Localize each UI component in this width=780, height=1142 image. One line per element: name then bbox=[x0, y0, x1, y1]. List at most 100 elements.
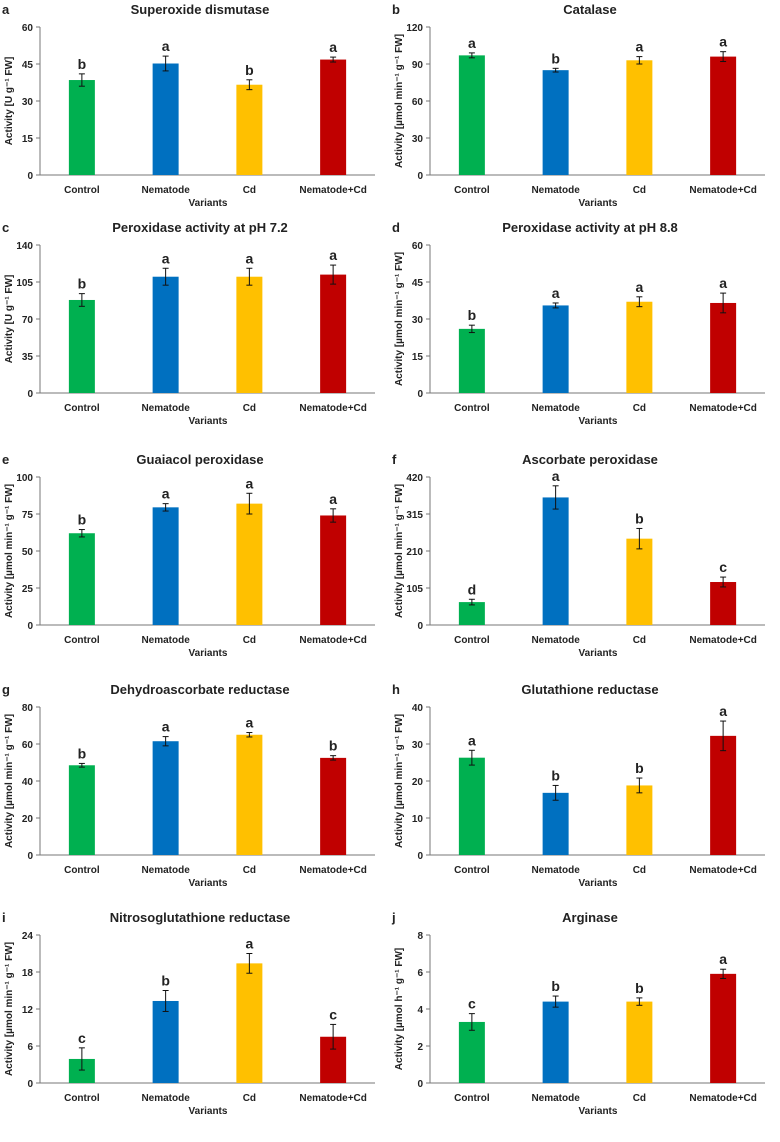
y-tick-label: 15 bbox=[412, 352, 424, 363]
bar bbox=[68, 80, 95, 175]
significance-letter: b bbox=[551, 50, 560, 66]
x-tick-label: Control bbox=[64, 865, 100, 876]
x-tick-label: Control bbox=[454, 865, 490, 876]
panel-c: c Peroxidase activity at pH 7.2 0 35 70 105 14… bbox=[0, 218, 390, 450]
panel-g: g Dehydroascorbate reductase 0 20 40 60 80 Acti… bbox=[0, 680, 390, 908]
significance-letter: a bbox=[162, 719, 170, 735]
x-axis-label: Variants bbox=[189, 648, 228, 659]
x-tick-label: Control bbox=[64, 403, 100, 414]
x-axis-label: Variants bbox=[189, 1106, 228, 1117]
panel-j: j Arginase 0 2 4 6 8 Activity [µmol h⁻¹ g⁻¹ FW]… bbox=[390, 908, 780, 1142]
bar bbox=[458, 757, 485, 855]
y-tick-label: 2 bbox=[417, 1042, 423, 1053]
panel-e: e Guaiacol peroxidase 0 25 50 75 100 Activity [… bbox=[0, 450, 390, 680]
bar bbox=[152, 741, 179, 855]
panel-a: a Superoxide dismutase 0 15 30 45 60 Activity [… bbox=[0, 0, 390, 218]
significance-letter: a bbox=[719, 951, 727, 967]
x-tick-label: Nematode bbox=[531, 403, 580, 414]
bar bbox=[320, 757, 347, 855]
y-tick-label: 4 bbox=[417, 1005, 423, 1016]
x-tick-label: Nematode bbox=[141, 635, 190, 646]
chart-title: Ascorbate peroxidase bbox=[522, 452, 658, 467]
x-tick-label: Nematode bbox=[531, 865, 580, 876]
bar bbox=[458, 602, 485, 625]
y-tick-label: 30 bbox=[412, 740, 424, 751]
y-tick-label: 20 bbox=[412, 777, 424, 788]
bar bbox=[542, 1001, 569, 1083]
x-tick-label: Cd bbox=[243, 403, 256, 414]
bar bbox=[68, 533, 95, 625]
significance-letter: a bbox=[552, 285, 560, 301]
significance-letter: a bbox=[245, 475, 253, 491]
y-axis-label: Activity [µmol min⁻¹ g⁻¹ FW] bbox=[4, 484, 15, 618]
bar bbox=[710, 735, 737, 855]
x-tick-label: Nematode+Cd bbox=[299, 1093, 367, 1104]
x-tick-label: Nematode bbox=[141, 403, 190, 414]
panel-label: e bbox=[2, 452, 9, 467]
x-tick-label: Cd bbox=[243, 865, 256, 876]
x-tick-label: Control bbox=[454, 403, 490, 414]
y-axis-label: Activity [µmol h⁻¹ g⁻¹ FW] bbox=[394, 948, 405, 1070]
chart-i: i Nitrosoglutathione reductase 0 6 12 18 24 Act… bbox=[2, 910, 375, 1117]
significance-letter: c bbox=[329, 1006, 337, 1022]
chart-g: g Dehydroascorbate reductase 0 20 40 60 80 Acti… bbox=[2, 682, 375, 889]
bar bbox=[236, 276, 263, 393]
x-tick-label: Nematode bbox=[531, 1093, 580, 1104]
x-tick-label: Nematode+Cd bbox=[299, 635, 367, 646]
x-tick-label: Nematode bbox=[531, 635, 580, 646]
significance-letter: b bbox=[468, 307, 477, 323]
bar bbox=[68, 765, 95, 855]
significance-letter: b bbox=[161, 973, 170, 989]
y-axis-label: Activity [µmol min⁻¹ g⁻¹ FW] bbox=[4, 714, 15, 848]
significance-letter: a bbox=[719, 34, 727, 50]
bar bbox=[152, 1000, 179, 1083]
significance-letter: a bbox=[329, 39, 337, 55]
chart-title: Arginase bbox=[562, 910, 618, 925]
significance-letter: d bbox=[468, 581, 477, 597]
x-tick-label: Nematode+Cd bbox=[689, 1093, 757, 1104]
x-axis-label: Variants bbox=[189, 416, 228, 427]
x-tick-label: Control bbox=[64, 185, 100, 196]
y-tick-label: 80 bbox=[22, 703, 34, 714]
x-tick-label: Nematode+Cd bbox=[689, 403, 757, 414]
x-axis-label: Variants bbox=[579, 648, 618, 659]
x-tick-label: Nematode+Cd bbox=[689, 185, 757, 196]
x-axis-label: Variants bbox=[579, 416, 618, 427]
x-axis-label: Variants bbox=[189, 878, 228, 889]
y-tick-label: 120 bbox=[406, 23, 423, 34]
panel-f: f Ascorbate peroxidase 0 105 210 315 420 Activi… bbox=[390, 450, 780, 680]
significance-letter: c bbox=[78, 1030, 86, 1046]
x-tick-label: Cd bbox=[633, 1093, 646, 1104]
significance-letter: a bbox=[552, 468, 560, 484]
y-tick-label: 60 bbox=[412, 241, 424, 252]
chart-j: j Arginase 0 2 4 6 8 Activity [µmol h⁻¹ g⁻¹ FW]… bbox=[391, 910, 765, 1117]
x-tick-label: Control bbox=[454, 1093, 490, 1104]
chart-title: Guaiacol peroxidase bbox=[136, 452, 263, 467]
panel-label: a bbox=[2, 2, 10, 17]
y-axis-label: Activity [µmol min⁻¹ g⁻¹ FW] bbox=[394, 714, 405, 848]
bar bbox=[458, 328, 485, 393]
x-tick-label: Nematode bbox=[141, 865, 190, 876]
y-tick-label: 0 bbox=[417, 851, 423, 862]
bar bbox=[320, 59, 347, 176]
x-tick-label: Nematode+Cd bbox=[689, 865, 757, 876]
y-tick-label: 75 bbox=[22, 510, 34, 521]
y-tick-label: 30 bbox=[412, 315, 424, 326]
x-tick-label: Control bbox=[454, 185, 490, 196]
y-axis-label: Activity [U g⁻¹ FW] bbox=[4, 57, 15, 146]
y-tick-label: 40 bbox=[412, 703, 424, 714]
significance-letter: a bbox=[635, 39, 643, 55]
x-axis-label: Variants bbox=[579, 1106, 618, 1117]
panel-label: c bbox=[2, 220, 9, 235]
panel-label: j bbox=[391, 910, 396, 925]
bar bbox=[152, 63, 179, 175]
x-axis-label: Variants bbox=[579, 198, 618, 209]
y-tick-label: 0 bbox=[27, 621, 33, 632]
x-axis-label: Variants bbox=[579, 878, 618, 889]
x-tick-label: Cd bbox=[633, 403, 646, 414]
y-tick-label: 12 bbox=[22, 1005, 34, 1016]
y-tick-label: 24 bbox=[22, 931, 34, 942]
x-tick-label: Nematode bbox=[531, 185, 580, 196]
significance-letter: a bbox=[635, 279, 643, 295]
